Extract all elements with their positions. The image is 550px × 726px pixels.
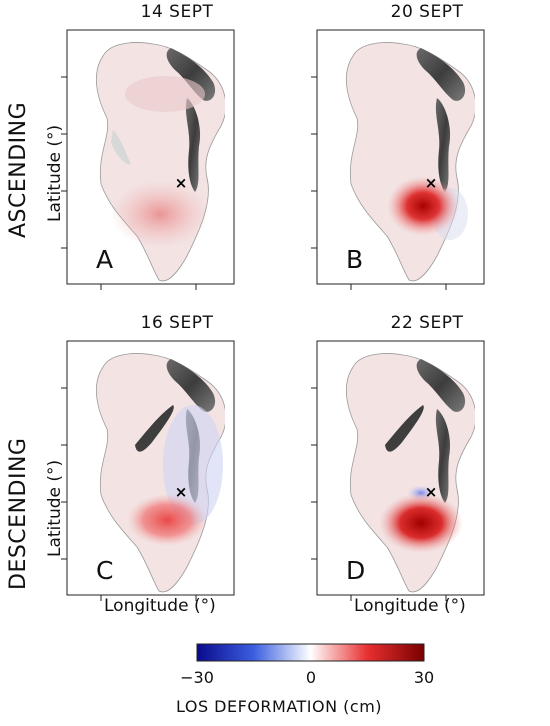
panel-letter-a: A (96, 245, 114, 274)
svg-text:×: × (425, 483, 438, 501)
svg-text:×: × (175, 483, 188, 501)
svg-text:×: × (175, 174, 188, 192)
panel-letter-c: C (96, 556, 114, 585)
map-d: × (345, 353, 475, 593)
colorbar (196, 643, 425, 662)
colorbar-tick-mid: 0 (305, 668, 317, 687)
xlabel-left: Longitude (°) (104, 596, 216, 616)
map-b: × (345, 42, 475, 282)
panel-frame-d (311, 340, 485, 601)
panel-frame-a (61, 29, 235, 290)
panel-letter-b: B (346, 245, 364, 274)
xlabel-right: Longitude (°) (354, 596, 466, 616)
panel-letter-d: D (346, 556, 366, 585)
panel-title-a: 14 SEPT (140, 2, 214, 22)
panel-frame-c (61, 340, 235, 601)
map-a: × (95, 42, 225, 282)
map-c: × (95, 353, 225, 593)
panel-title-d: 22 SEPT (390, 313, 464, 333)
panel-title-b: 20 SEPT (390, 2, 464, 22)
colorbar-tick-max: 30 (413, 668, 435, 687)
svg-text:×: × (425, 174, 438, 192)
colorbar-tick-min: −30 (180, 668, 214, 687)
colorbar-title: LOS DEFORMATION (cm) (176, 697, 383, 716)
panel-title-c: 16 SEPT (140, 313, 214, 333)
panel-frame-b (311, 29, 485, 290)
